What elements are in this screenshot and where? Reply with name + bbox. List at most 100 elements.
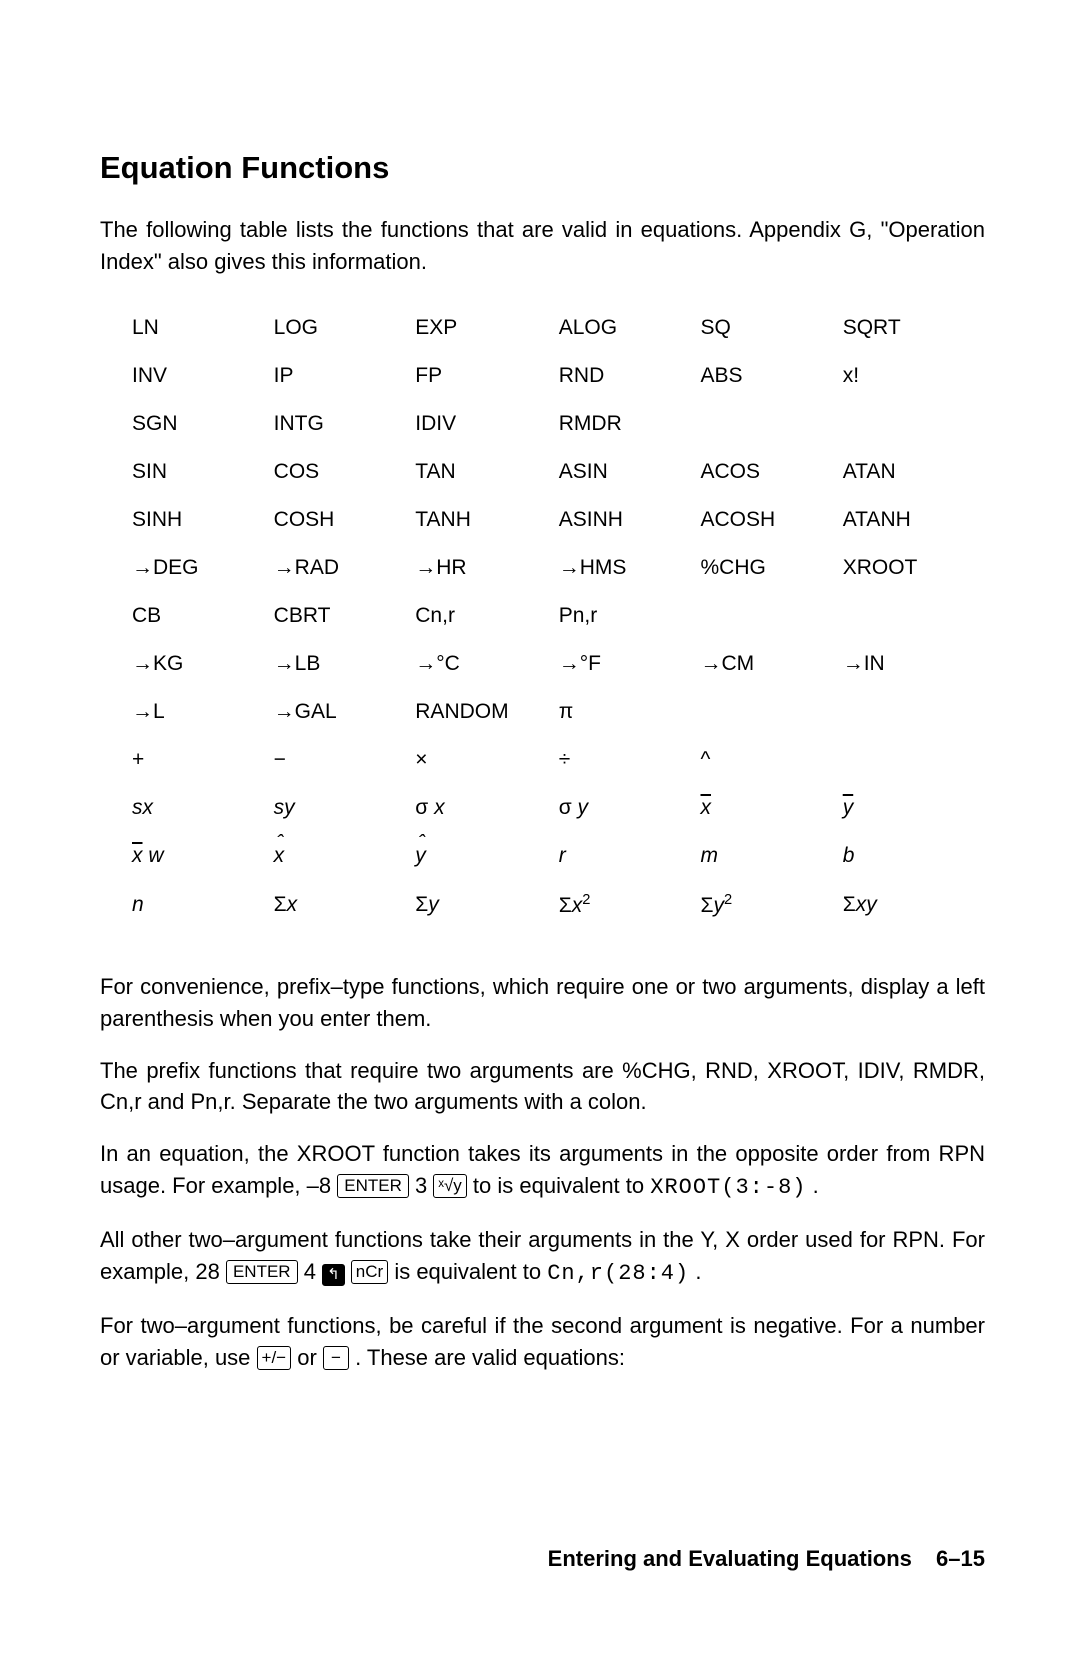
table-cell: INV — [132, 353, 272, 399]
table-cell: π — [559, 689, 699, 735]
table-cell: b — [843, 833, 983, 879]
table-row: nΣxΣyΣx2Σy2Σxy — [132, 881, 983, 929]
table-cell: y — [843, 785, 983, 831]
table-cell: →HR — [415, 545, 556, 591]
shift-key: ↰ — [322, 1264, 345, 1286]
table-cell — [843, 401, 983, 447]
table-cell: SQ — [701, 305, 841, 351]
table-cell: XROOT — [843, 545, 983, 591]
table-cell: σ x — [415, 785, 556, 831]
lcd-text: Cn,r(28:4) — [547, 1261, 689, 1286]
table-cell: r — [559, 833, 699, 879]
xroot-key: ˣ√y — [433, 1174, 466, 1198]
table-cell: CB — [132, 593, 272, 639]
page: Equation Functions The following table l… — [0, 0, 1080, 1672]
table-cell: × — [415, 737, 556, 783]
table-cell: x! — [843, 353, 983, 399]
table-cell: ACOS — [701, 449, 841, 495]
table-row: →KG→LB→°C→°F→CM→IN — [132, 641, 983, 687]
table-cell: →L — [132, 689, 272, 735]
table-cell: sx — [132, 785, 272, 831]
table-cell — [843, 593, 983, 639]
table-cell: TANH — [415, 497, 556, 543]
paragraph-twoarg-list: The prefix functions that require two ar… — [100, 1055, 985, 1119]
enter-key: ENTER — [226, 1260, 298, 1284]
paragraph-yx-order: All other two–argument functions take th… — [100, 1224, 985, 1290]
table-cell: RMDR — [559, 401, 699, 447]
table-cell: →°C — [415, 641, 556, 687]
table-cell: ATAN — [843, 449, 983, 495]
table-cell: Σx — [274, 881, 414, 929]
table-cell: x — [274, 833, 414, 879]
table-cell: SIN — [132, 449, 272, 495]
table-cell: Σy — [415, 881, 556, 929]
page-footer: Entering and Evaluating Equations 6–15 — [548, 1546, 985, 1572]
table-cell: SGN — [132, 401, 272, 447]
table-cell: Σx2 — [559, 881, 699, 929]
table-cell: IP — [274, 353, 414, 399]
table-cell: ATANH — [843, 497, 983, 543]
text: or — [297, 1345, 323, 1370]
table-cell: + — [132, 737, 272, 783]
footer-page-number: 6–15 — [936, 1546, 985, 1571]
table-cell — [843, 737, 983, 783]
table-cell: ÷ — [559, 737, 699, 783]
table-cell: ABS — [701, 353, 841, 399]
table-cell: sy — [274, 785, 414, 831]
table-cell: Σxy — [843, 881, 983, 929]
table-cell: FP — [415, 353, 556, 399]
table-cell: →KG — [132, 641, 272, 687]
table-row: LNLOGEXPALOGSQSQRT — [132, 305, 983, 351]
text: is equivalent to — [394, 1259, 547, 1284]
table-cell: x — [701, 785, 841, 831]
functions-table: LNLOGEXPALOGSQSQRTINVIPFPRNDABSx!SGNINTG… — [130, 303, 985, 931]
intro-paragraph: The following table lists the functions … — [100, 214, 985, 278]
enter-key: ENTER — [337, 1174, 409, 1198]
table-cell — [701, 689, 841, 735]
table-cell: Cn,r — [415, 593, 556, 639]
paragraph-negative: For two–argument functions, be careful i… — [100, 1310, 985, 1374]
table-cell: →°F — [559, 641, 699, 687]
table-cell: ACOSH — [701, 497, 841, 543]
table-cell: IDIV — [415, 401, 556, 447]
table-row: x wxyrmb — [132, 833, 983, 879]
table-cell: n — [132, 881, 272, 929]
table-cell: →HMS — [559, 545, 699, 591]
table-cell: x w — [132, 833, 272, 879]
table-cell: →GAL — [274, 689, 414, 735]
table-cell: y — [415, 833, 556, 879]
paragraph-xroot: In an equation, the XROOT function takes… — [100, 1138, 985, 1204]
text: . — [695, 1259, 701, 1284]
text: to is equivalent to — [473, 1173, 650, 1198]
table-row: →L→GALRANDOMπ — [132, 689, 983, 735]
table-row: SGNINTGIDIVRMDR — [132, 401, 983, 447]
table-cell: − — [274, 737, 414, 783]
ncr-key: nCr — [351, 1260, 388, 1284]
footer-title: Entering and Evaluating Equations — [548, 1546, 912, 1571]
table-cell: →IN — [843, 641, 983, 687]
table-row: SINHCOSHTANHASINHACOSHATANH — [132, 497, 983, 543]
table-row: →DEG→RAD→HR→HMS%CHGXROOT — [132, 545, 983, 591]
table-cell: →LB — [274, 641, 414, 687]
paragraph-prefix: For convenience, prefix–type functions, … — [100, 971, 985, 1035]
table-cell: →RAD — [274, 545, 414, 591]
text: 3 — [415, 1173, 433, 1198]
table-cell — [843, 689, 983, 735]
table-cell: RND — [559, 353, 699, 399]
table-cell: INTG — [274, 401, 414, 447]
table-cell: →CM — [701, 641, 841, 687]
table-cell: RANDOM — [415, 689, 556, 735]
table-cell: Pn,r — [559, 593, 699, 639]
table-cell: TAN — [415, 449, 556, 495]
plusminus-key: +/− — [257, 1346, 292, 1370]
lcd-text: XROOT(3:-8) — [650, 1175, 806, 1200]
table-row: sxsyσ xσ yxy — [132, 785, 983, 831]
text: . These are valid equations: — [355, 1345, 625, 1370]
table-cell: COS — [274, 449, 414, 495]
table-cell: EXP — [415, 305, 556, 351]
table-cell: m — [701, 833, 841, 879]
table-cell — [701, 401, 841, 447]
table-row: +−×÷^ — [132, 737, 983, 783]
table-cell: LN — [132, 305, 272, 351]
table-row: CBCBRTCn,rPn,r — [132, 593, 983, 639]
